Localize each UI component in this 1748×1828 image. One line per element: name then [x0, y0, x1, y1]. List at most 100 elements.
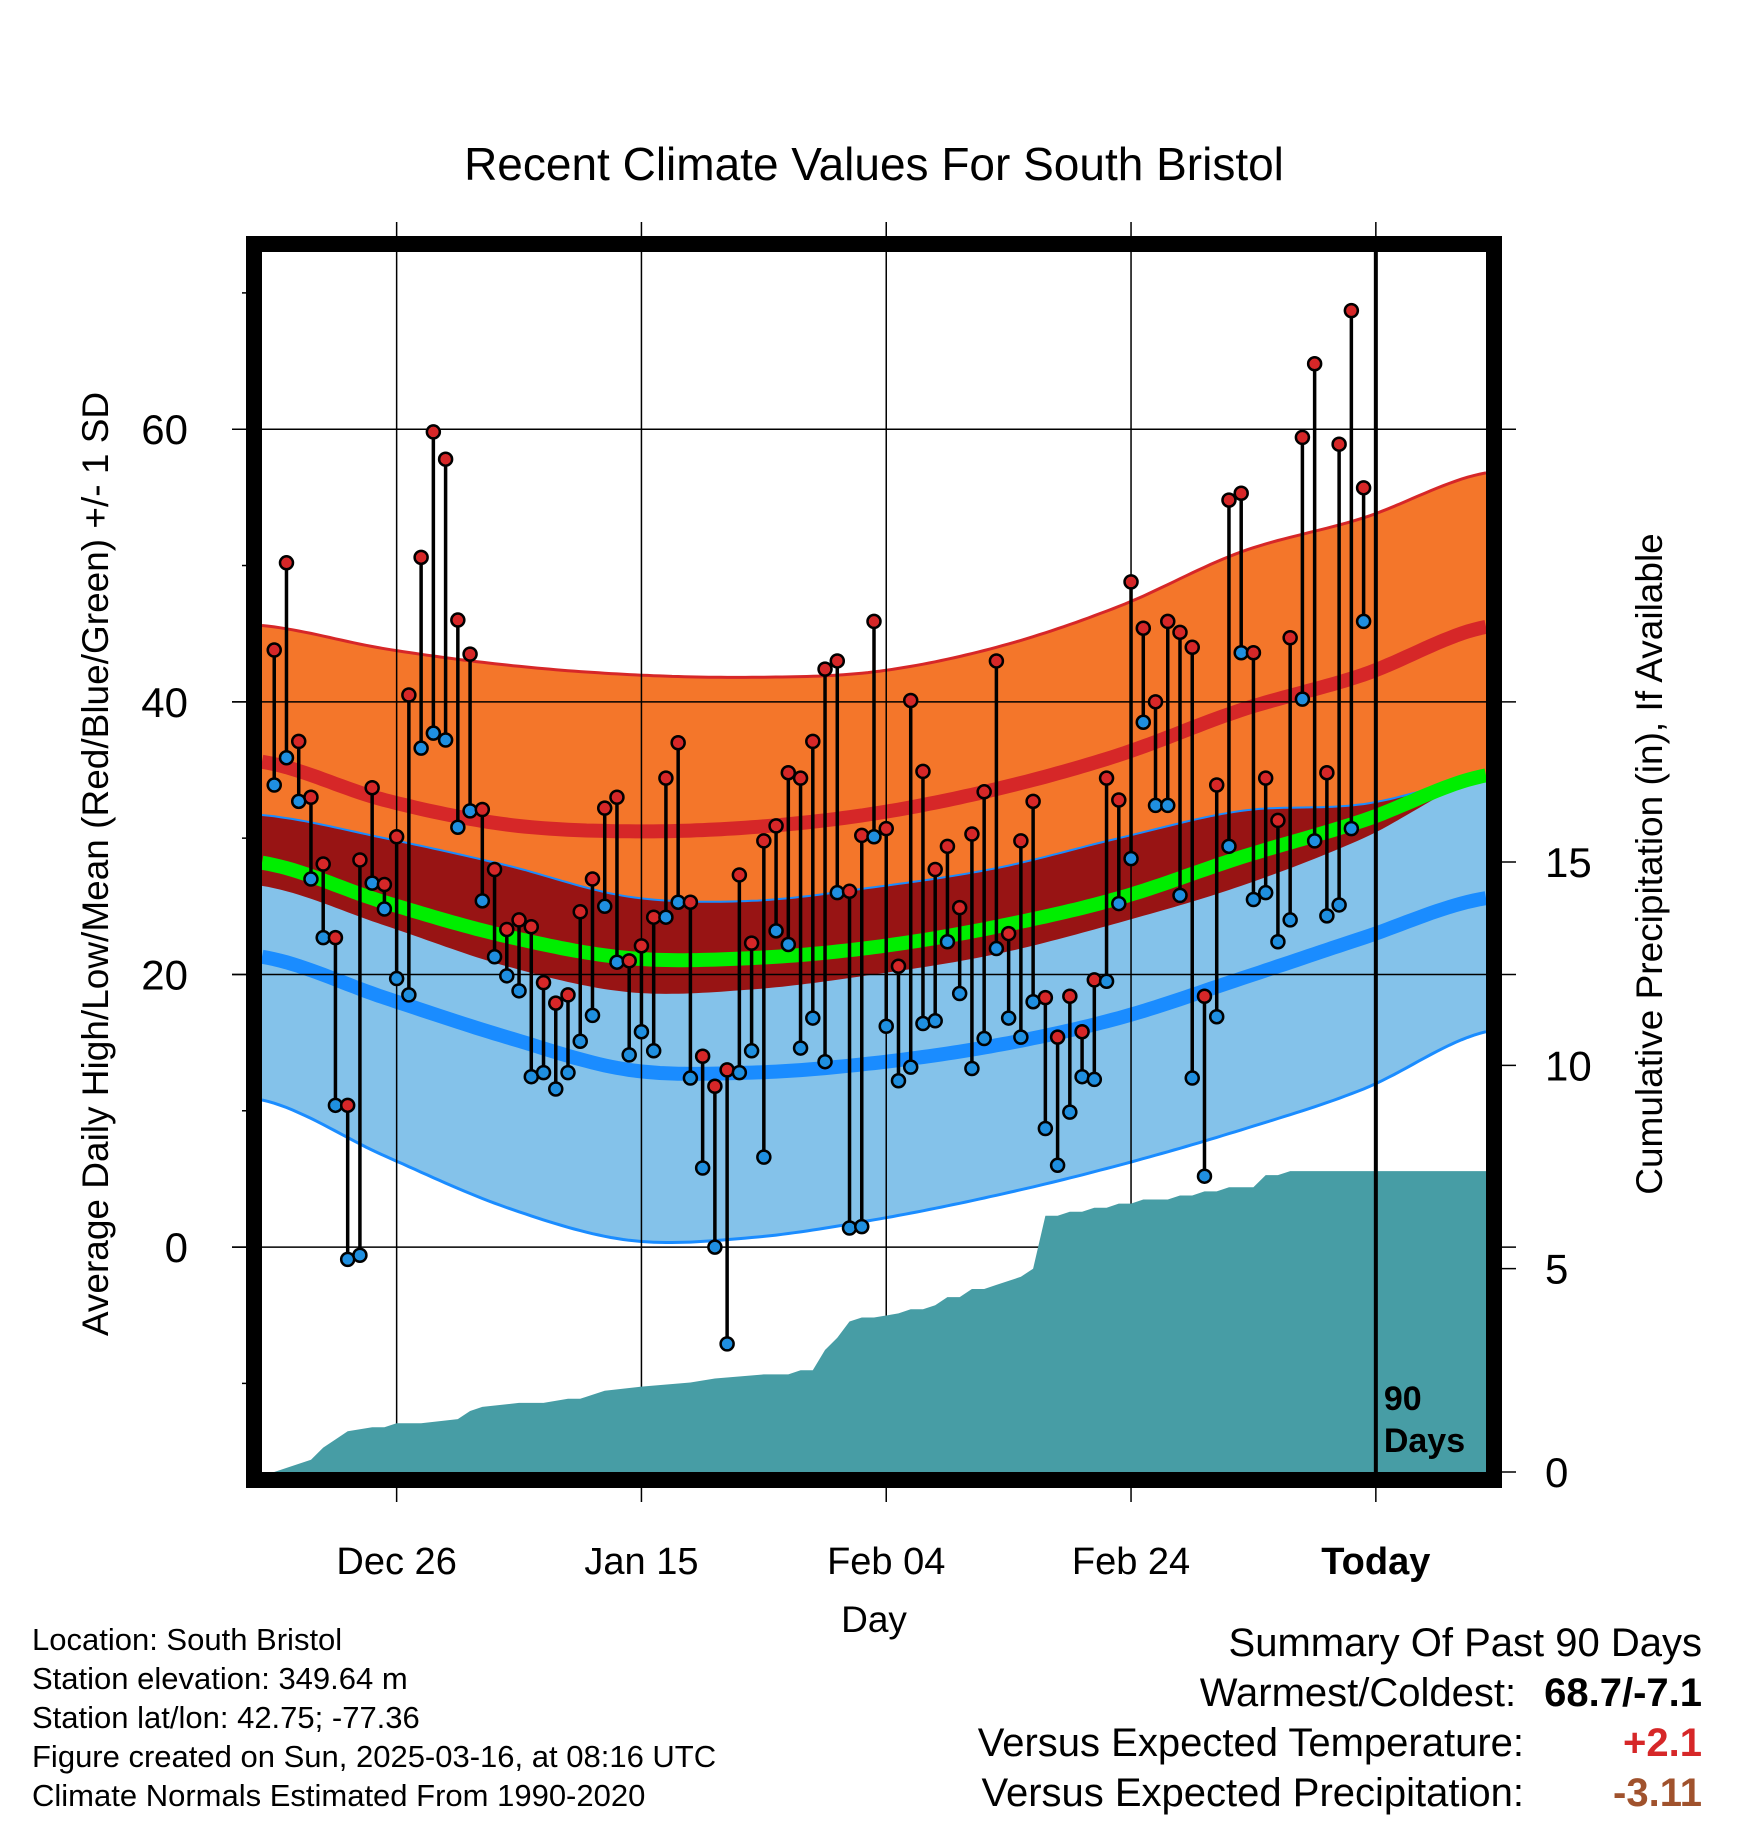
low-temp-point	[645, 1043, 662, 1059]
warmest-coldest-label: Warmest/Coldest:	[1199, 1671, 1517, 1715]
low-temp-point	[927, 1013, 943, 1029]
low-temp-point	[462, 803, 478, 819]
observations-group: 90 Days	[266, 252, 1465, 1472]
low-temp-point	[1037, 1120, 1054, 1137]
high-temp-point	[1282, 630, 1298, 646]
high-temp-point	[1160, 613, 1176, 630]
high-temp-point	[1062, 988, 1078, 1005]
elevation-text: Station elevation: 349.64 m	[32, 1661, 408, 1696]
low-temp-point	[694, 1160, 711, 1176]
high-temp-point	[792, 770, 809, 786]
low-temp-point	[511, 983, 527, 999]
precip-area	[274, 1171, 1486, 1472]
x-tick-label: Today	[1321, 1541, 1430, 1583]
high-temp-point	[1013, 833, 1029, 849]
low-temp-point	[1013, 1029, 1029, 1045]
high-temp-point	[1086, 972, 1103, 988]
temp-departure-label: Versus Expected Temperature:	[977, 1721, 1524, 1765]
low-temp-point	[548, 1081, 564, 1097]
high-temp-point	[768, 818, 784, 834]
high-temp-point	[1343, 302, 1360, 319]
low-temp-point	[278, 749, 295, 766]
low-temp-point	[1049, 1157, 1066, 1174]
low-temp-point	[499, 968, 515, 984]
high-temp-point	[388, 829, 405, 845]
low-temp-point	[437, 732, 454, 748]
high-temp-point	[462, 646, 478, 662]
low-temp-point	[1319, 908, 1335, 924]
low-temp-point	[829, 884, 846, 901]
low-temp-point	[976, 1030, 992, 1047]
low-temp-point	[805, 1010, 821, 1026]
high-temp-point	[902, 692, 919, 709]
low-temp-point	[1062, 1104, 1078, 1120]
warmest-coldest-value: 68.7/-7.1	[1544, 1671, 1702, 1715]
high-temp-point	[694, 1048, 711, 1064]
high-temp-point	[841, 883, 858, 900]
low-temp-point	[621, 1047, 637, 1063]
today-label-days: Days	[1384, 1422, 1465, 1460]
low-temp-point	[1331, 897, 1347, 913]
low-temp-point	[890, 1073, 907, 1089]
low-temp-point	[1270, 933, 1286, 950]
x-tick-label: Jan 15	[584, 1541, 698, 1583]
high-temp-point	[474, 801, 491, 818]
high-temp-point	[915, 763, 931, 780]
latlon-text: Station lat/lon: 42.75; -77.36	[32, 1700, 420, 1735]
low-temp-point	[1098, 973, 1115, 990]
high-temp-point	[829, 653, 846, 669]
precip-departure-label: Versus Expected Precipitation:	[981, 1771, 1524, 1815]
high-temp-point	[437, 451, 454, 467]
high-temp-point	[1331, 436, 1347, 452]
low-temp-point	[303, 871, 319, 887]
high-temp-point	[964, 826, 980, 842]
high-temp-point	[1037, 989, 1054, 1006]
low-temp-point	[266, 777, 282, 793]
high-temp-point	[486, 861, 503, 878]
high-temp-point	[596, 800, 613, 816]
high-temp-point	[1306, 356, 1323, 372]
low-temp-point	[1343, 820, 1360, 837]
x-tick-label: Dec 26	[336, 1541, 456, 1583]
low-temp-point	[364, 875, 380, 891]
high-temp-point	[939, 838, 956, 855]
x-tick-label: Feb 04	[827, 1541, 945, 1583]
summary-title: Summary Of Past 90 Days	[1228, 1621, 1702, 1665]
summary-panel: Summary Of Past 90 Days Warmest/Coldest:…	[978, 1618, 1702, 1818]
x-axis-label: Day	[841, 1599, 907, 1640]
high-temp-point	[413, 549, 429, 566]
low-temp-point	[756, 1149, 772, 1165]
high-temp-point	[425, 424, 442, 440]
y-tick-label: 0	[165, 1224, 188, 1271]
high-temp-point	[584, 871, 601, 887]
low-temp-point	[1000, 1010, 1017, 1026]
low-temp-point	[1282, 912, 1298, 928]
high-temp-point	[1184, 639, 1200, 656]
high-temp-point	[401, 687, 417, 703]
low-temp-point	[376, 901, 393, 917]
high-temp-point	[364, 779, 380, 796]
high-temp-point	[1025, 793, 1041, 810]
low-temp-point	[951, 985, 968, 1002]
temp-departure-row: Versus Expected Temperature: +2.1	[978, 1718, 1702, 1768]
low-temp-point	[682, 1070, 699, 1086]
warmest-coldest-row: Warmest/Coldest: 68.7/-7.1	[978, 1668, 1702, 1718]
high-temp-point	[327, 929, 344, 946]
high-temp-point	[1245, 645, 1262, 661]
high-temp-point	[290, 733, 307, 750]
low-temp-point	[743, 1043, 760, 1059]
low-temp-point	[1086, 1071, 1103, 1088]
high-temp-point	[854, 827, 870, 844]
high-temp-point	[278, 555, 295, 571]
y2-axis-label: Cumulative Precipitation (in), If Availa…	[1629, 533, 1670, 1195]
high-temp-point	[1135, 620, 1152, 636]
high-temp-point	[927, 861, 943, 878]
high-temp-point	[988, 653, 1005, 669]
low-temp-point	[413, 740, 429, 756]
low-temp-point	[817, 1053, 833, 1070]
high-temp-point	[1172, 624, 1188, 641]
low-temp-point	[658, 909, 674, 925]
low-temp-point	[1306, 833, 1323, 849]
low-minus-sd-line	[262, 1030, 1486, 1244]
high-temp-point	[1208, 777, 1225, 793]
